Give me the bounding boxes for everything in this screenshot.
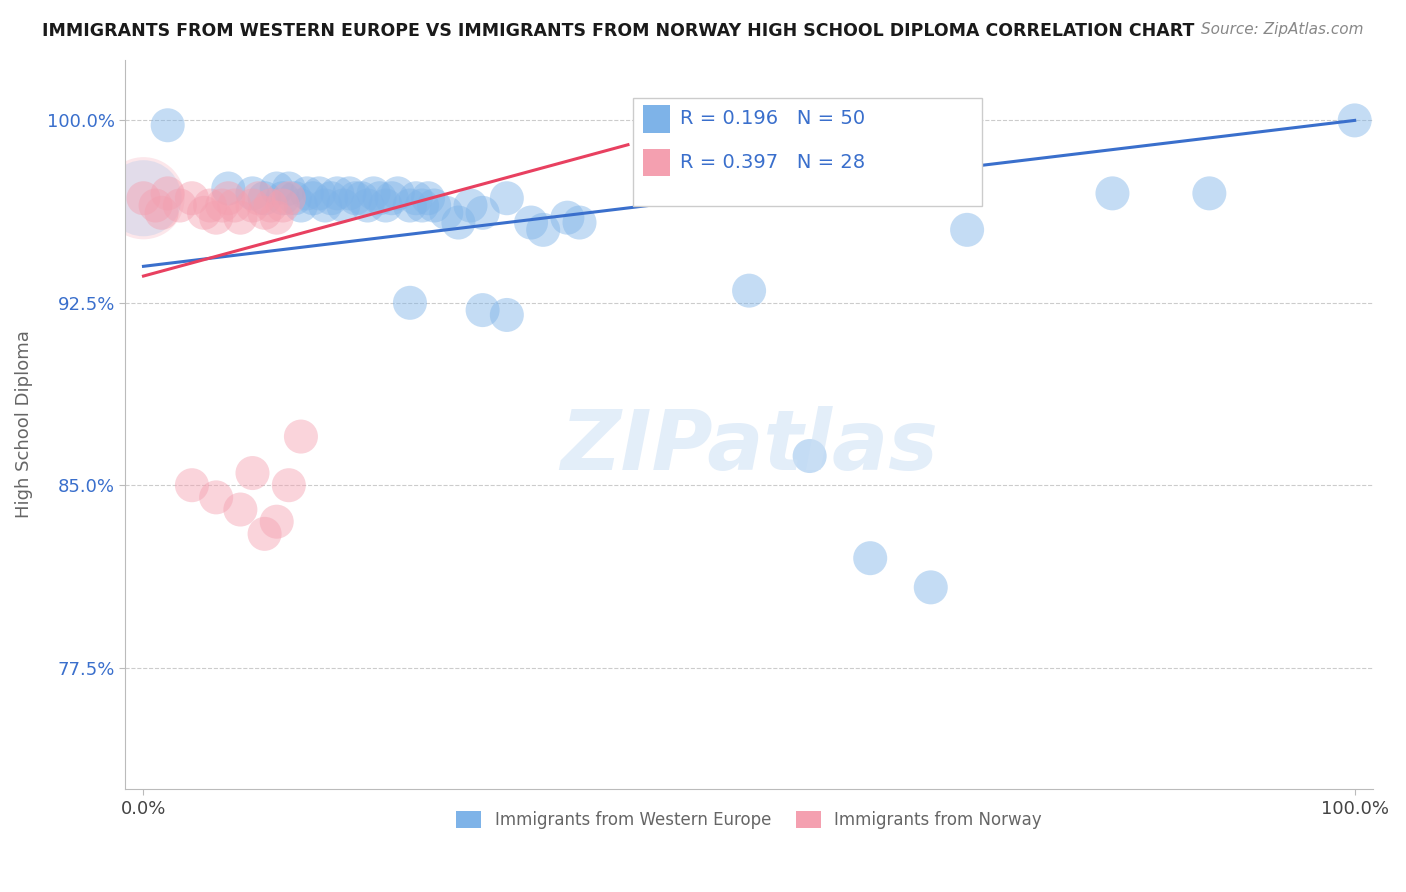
Point	[423, 198, 446, 212]
Point	[247, 191, 270, 205]
Point	[920, 580, 942, 594]
Point	[374, 198, 396, 212]
Point	[271, 198, 294, 212]
Point	[738, 284, 761, 298]
Point	[956, 223, 979, 237]
Point	[181, 191, 204, 205]
Point	[302, 191, 325, 205]
Point	[447, 215, 470, 229]
Point	[229, 502, 252, 516]
Point	[253, 526, 276, 541]
Point	[132, 191, 155, 205]
Text: R = 0.397   N = 28: R = 0.397 N = 28	[681, 153, 866, 172]
Point	[557, 211, 579, 225]
Point	[799, 449, 821, 463]
Point	[326, 186, 349, 201]
Point	[266, 515, 288, 529]
Point	[132, 191, 155, 205]
Point	[266, 211, 288, 225]
Point	[284, 191, 307, 205]
Point	[242, 198, 264, 212]
Point	[290, 429, 312, 443]
Point	[205, 211, 228, 225]
Point	[387, 186, 409, 201]
Point	[277, 478, 299, 492]
Point	[1198, 186, 1220, 201]
Point	[253, 191, 276, 205]
Point	[460, 198, 482, 212]
Point	[520, 215, 543, 229]
Point	[156, 118, 179, 132]
Bar	[643, 149, 671, 177]
Point	[198, 198, 221, 212]
Point	[471, 206, 494, 220]
Point	[332, 198, 354, 212]
Point	[471, 303, 494, 318]
Point	[205, 491, 228, 505]
Point	[150, 206, 173, 220]
Point	[242, 466, 264, 480]
Point	[381, 191, 404, 205]
Text: IMMIGRANTS FROM WESTERN EUROPE VS IMMIGRANTS FROM NORWAY HIGH SCHOOL DIPLOMA COR: IMMIGRANTS FROM WESTERN EUROPE VS IMMIGR…	[42, 22, 1195, 40]
Point	[211, 198, 233, 212]
Point	[217, 181, 239, 195]
Text: Source: ZipAtlas.com: Source: ZipAtlas.com	[1201, 22, 1364, 37]
Point	[368, 191, 391, 205]
Point	[224, 198, 246, 212]
Point	[132, 191, 155, 205]
Bar	[643, 105, 671, 133]
Point	[363, 186, 385, 201]
Point	[399, 295, 422, 310]
Point	[277, 181, 299, 195]
Point	[290, 198, 312, 212]
Point	[259, 198, 281, 212]
Point	[350, 191, 373, 205]
Text: ZIPatlas: ZIPatlas	[560, 406, 938, 487]
Y-axis label: High School Diploma: High School Diploma	[15, 330, 32, 518]
Point	[266, 181, 288, 195]
Point	[253, 206, 276, 220]
Point	[337, 186, 360, 201]
Point	[181, 478, 204, 492]
Point	[314, 198, 336, 212]
Point	[145, 198, 167, 212]
Point	[568, 215, 591, 229]
Point	[495, 191, 517, 205]
Point	[277, 191, 299, 205]
Point	[405, 191, 427, 205]
Point	[271, 191, 294, 205]
Point	[217, 191, 239, 205]
Point	[1344, 113, 1367, 128]
Text: R = 0.196   N = 50: R = 0.196 N = 50	[681, 109, 866, 128]
Legend: Immigrants from Western Europe, Immigrants from Norway: Immigrants from Western Europe, Immigran…	[450, 804, 1049, 836]
Point	[859, 551, 882, 566]
Point	[356, 198, 378, 212]
Point	[531, 223, 554, 237]
Point	[1101, 186, 1123, 201]
Point	[434, 206, 457, 220]
Point	[416, 191, 439, 205]
Point	[495, 308, 517, 322]
Point	[399, 198, 422, 212]
Point	[344, 191, 367, 205]
Point	[229, 211, 252, 225]
Point	[193, 206, 215, 220]
Point	[242, 186, 264, 201]
Point	[169, 198, 191, 212]
Point	[156, 186, 179, 201]
Point	[308, 186, 330, 201]
Point	[295, 186, 318, 201]
FancyBboxPatch shape	[633, 97, 983, 205]
Point	[321, 191, 343, 205]
Point	[411, 198, 433, 212]
